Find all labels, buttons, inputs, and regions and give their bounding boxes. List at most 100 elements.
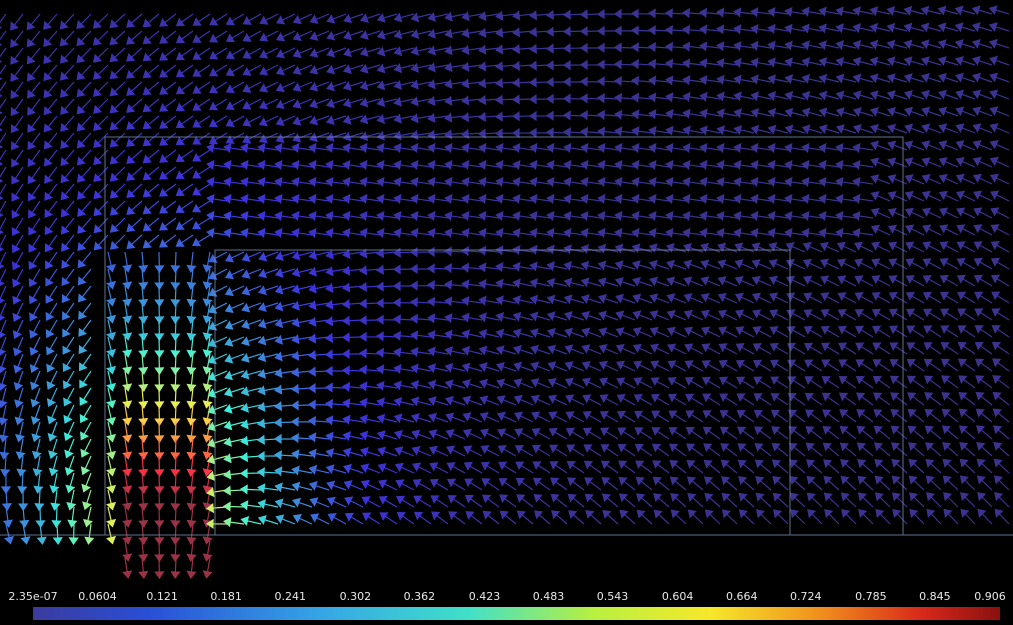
arrow: [93, 234, 109, 251]
arrow: [630, 58, 653, 70]
arrow: [532, 477, 551, 491]
arrow: [106, 370, 117, 392]
arrow: [940, 358, 959, 372]
arrow: [682, 108, 704, 119]
arrow: [818, 90, 840, 101]
arrow: [326, 98, 347, 109]
arrow: [495, 176, 517, 188]
arrow: [755, 492, 772, 508]
arrow: [804, 392, 823, 406]
arrow: [154, 421, 165, 444]
arrow: [682, 159, 704, 171]
arrow: [601, 493, 619, 508]
arrow: [634, 410, 653, 423]
arrow: [736, 376, 755, 389]
arrow: [241, 319, 262, 330]
arrow: [324, 398, 347, 410]
arrow: [665, 210, 687, 222]
arrow: [142, 81, 160, 96]
arrow: [563, 277, 585, 288]
colorbar-ticks: 2.35e-07 0.0604 0.121 0.181 0.241 0.302 0.362 0…: [8, 590, 1005, 603]
arrow: [772, 476, 789, 491]
arrow: [512, 311, 534, 322]
arrow: [325, 249, 347, 260]
arrow: [703, 459, 721, 474]
arrow: [410, 96, 432, 107]
arrow: [175, 98, 194, 112]
arrow: [924, 425, 942, 440]
arrow: [857, 492, 874, 508]
arrow: [291, 210, 313, 222]
arrow: [223, 436, 245, 447]
arrow: [359, 397, 381, 408]
arrow: [647, 41, 670, 53]
arrow: [852, 227, 874, 239]
arrow: [512, 295, 534, 306]
arrow: [106, 336, 117, 358]
arrow: [126, 234, 143, 250]
arrow: [122, 506, 133, 528]
arrow: [76, 115, 92, 132]
arrow: [886, 39, 908, 50]
arrow: [648, 159, 670, 171]
arrow: [410, 79, 432, 90]
arrow: [754, 426, 772, 440]
arrow: [274, 318, 296, 329]
arrow: [359, 414, 381, 425]
arrow: [291, 250, 313, 261]
arrow: [410, 159, 432, 171]
arrow: [921, 157, 942, 168]
arrow: [942, 442, 959, 457]
arrow: [546, 210, 568, 222]
arrow: [76, 13, 92, 30]
arrow: [990, 274, 1010, 287]
arrow: [597, 277, 619, 288]
arrow: [325, 193, 347, 205]
arrow: [906, 358, 925, 372]
arrow: [839, 442, 857, 457]
arrow: [359, 97, 381, 108]
arrow: [631, 142, 653, 154]
arrow: [941, 375, 959, 389]
arrow: [170, 540, 181, 563]
arrow: [701, 326, 721, 338]
arrow: [462, 395, 483, 406]
arrow: [159, 81, 177, 95]
arrow: [309, 30, 330, 41]
arrow: [376, 193, 398, 205]
arrow: [447, 495, 466, 508]
arrow: [597, 126, 619, 137]
arrow: [614, 109, 636, 120]
arrow: [395, 495, 415, 508]
arrow: [461, 78, 483, 89]
arrow: [359, 131, 381, 142]
arrow: [702, 393, 721, 406]
arrow: [461, 262, 483, 273]
arrow: [126, 149, 143, 164]
arrow: [770, 409, 789, 423]
arrow: [614, 210, 636, 222]
arrow: [667, 376, 687, 389]
arrow: [375, 331, 398, 342]
arrow: [564, 377, 585, 389]
arrow: [784, 124, 806, 135]
arrow: [704, 492, 721, 508]
arrow: [767, 159, 789, 171]
arrow: [26, 47, 41, 65]
arrow: [225, 47, 245, 60]
arrow: [0, 183, 7, 200]
arrow: [412, 462, 432, 474]
arrow: [580, 294, 602, 304]
arrow: [922, 274, 942, 287]
arrow: [257, 368, 279, 379]
arrow: [427, 379, 449, 390]
arrow: [44, 234, 58, 253]
arrow: [444, 95, 466, 106]
arrow: [769, 309, 789, 321]
arrow: [461, 11, 483, 22]
arrow: [342, 114, 364, 125]
arrow: [750, 7, 772, 18]
arrow: [563, 227, 585, 239]
arrow: [448, 511, 466, 525]
arrow: [291, 227, 313, 239]
